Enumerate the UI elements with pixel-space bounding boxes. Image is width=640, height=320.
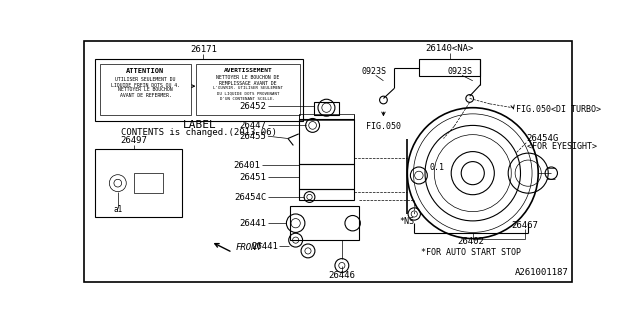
- Bar: [299, 164, 354, 188]
- Text: AVANT DE REFERMER.: AVANT DE REFERMER.: [120, 93, 172, 98]
- Text: 26447: 26447: [239, 121, 266, 130]
- Bar: [419, 59, 481, 76]
- Text: 26454C: 26454C: [234, 193, 266, 202]
- Text: *FOR AUTO START STOP: *FOR AUTO START STOP: [421, 248, 521, 257]
- Text: 26497: 26497: [120, 136, 147, 145]
- Text: 26451: 26451: [239, 172, 266, 181]
- Bar: [299, 119, 354, 164]
- Text: 0.1: 0.1: [429, 163, 445, 172]
- Bar: [299, 188, 354, 200]
- Text: 26401: 26401: [234, 161, 260, 170]
- Text: UTILISER SEULEMENT DU: UTILISER SEULEMENT DU: [115, 77, 176, 82]
- Bar: [95, 59, 303, 121]
- Bar: [314, 101, 339, 115]
- Bar: [289, 206, 359, 240]
- Text: 26171: 26171: [190, 45, 217, 54]
- Bar: [134, 173, 163, 193]
- Text: <FOR EYESIGHT>: <FOR EYESIGHT>: [527, 142, 596, 151]
- Text: FIG.050<DI TURBO>: FIG.050<DI TURBO>: [516, 105, 601, 114]
- Text: NETTOYER LE BOUCHON DE: NETTOYER LE BOUCHON DE: [216, 75, 280, 80]
- Text: LIQUIDE FREIN DOTS OU 4.: LIQUIDE FREIN DOTS OU 4.: [111, 82, 180, 87]
- Bar: [196, 64, 300, 115]
- Text: 26140<NA>: 26140<NA>: [426, 44, 474, 53]
- Text: 0923S: 0923S: [448, 67, 473, 76]
- Bar: [95, 149, 182, 217]
- Text: FRONT: FRONT: [236, 243, 262, 252]
- Text: REMPLISSAGE AVANT DE: REMPLISSAGE AVANT DE: [219, 81, 276, 85]
- Text: D'UN CONTENANT SCELLE.: D'UN CONTENANT SCELLE.: [220, 97, 275, 101]
- Text: 26452: 26452: [239, 102, 266, 111]
- Bar: [299, 114, 354, 120]
- Text: 26454G: 26454G: [527, 134, 559, 143]
- Text: A261001187: A261001187: [515, 268, 568, 277]
- Text: LABEL: LABEL: [182, 120, 216, 130]
- Text: FIG.050: FIG.050: [366, 122, 401, 131]
- Text: AVERTISSEMENT: AVERTISSEMENT: [223, 68, 272, 73]
- Text: DU LIQUIDE DOTS PROVENANT: DU LIQUIDE DOTS PROVENANT: [217, 92, 279, 96]
- Text: 26467: 26467: [512, 221, 538, 230]
- Bar: [100, 64, 191, 115]
- Text: 26441: 26441: [251, 242, 278, 251]
- Text: *NS: *NS: [399, 217, 414, 226]
- Text: 26441: 26441: [239, 219, 266, 228]
- Text: CONTENTS is changed.(2013.06): CONTENTS is changed.(2013.06): [122, 128, 277, 137]
- Text: L'OUVRIR. UTILISER SEULEMENT: L'OUVRIR. UTILISER SEULEMENT: [213, 86, 283, 91]
- Text: 26455: 26455: [239, 132, 266, 141]
- Text: NETTOYER LE BOUCHON: NETTOYER LE BOUCHON: [118, 87, 173, 92]
- Text: 26402: 26402: [458, 237, 484, 246]
- Text: a1: a1: [113, 205, 122, 214]
- Text: ATTENTION: ATTENTION: [126, 68, 164, 74]
- Text: 0923S: 0923S: [362, 67, 387, 76]
- Text: 26446: 26446: [328, 271, 355, 280]
